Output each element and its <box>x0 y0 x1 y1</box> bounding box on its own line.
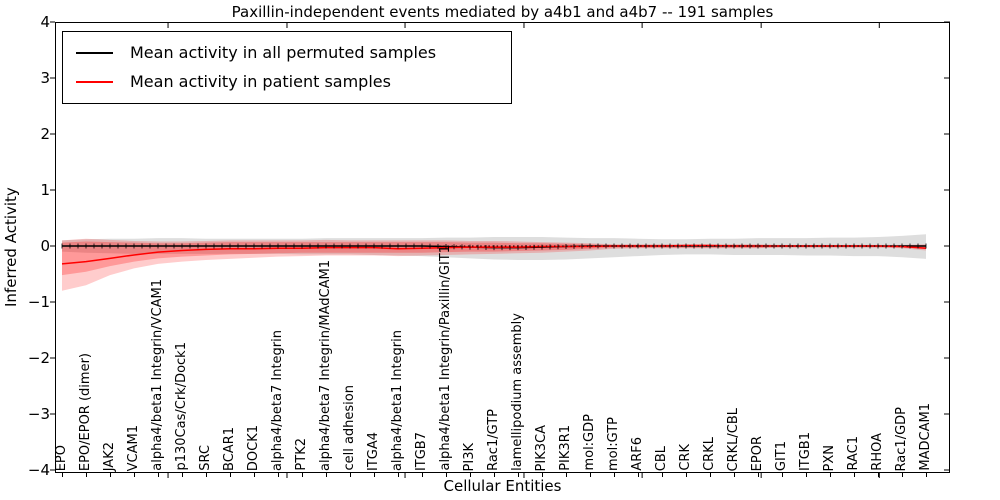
y-tick-label: 3 <box>40 69 50 87</box>
x-tick-label: alpha4/beta1 Integrin/VCAM1 <box>150 279 165 471</box>
entity-tick <box>614 473 615 477</box>
x-tick-label: alpha4/beta1 Integrin <box>390 329 405 471</box>
entity-tick <box>326 473 327 477</box>
entity-tick <box>734 473 735 477</box>
y-tick-label: 1 <box>40 181 50 199</box>
entity-tick <box>158 473 159 477</box>
x-axis-label: Cellular Entities <box>443 477 562 495</box>
x-tick-label: ITGB7 <box>414 431 429 471</box>
legend-entry-permuted: Mean activity in all permuted samples <box>63 38 511 67</box>
chart-canvas <box>50 21 950 478</box>
x-tick-label: CRK <box>678 444 693 471</box>
y-tick-label: 4 <box>40 13 50 31</box>
x-tick-label: lamellipodium assembly <box>510 313 525 471</box>
y-tick-label: −3 <box>27 405 50 423</box>
x-tick-label: PTK2 <box>294 438 309 471</box>
entity-tick <box>62 473 63 477</box>
x-tick-label: alpha4/beta1 Integrin/Paxillin/GIT1 <box>438 245 453 471</box>
y-tick-label: −4 <box>27 461 50 479</box>
x-tick-label: mol:GDP <box>582 414 597 471</box>
x-tick-label: Rac1/GDP <box>894 406 909 471</box>
entity-tick <box>302 473 303 477</box>
x-tick-label: CRKL/CBL <box>726 407 741 472</box>
entity-tick <box>854 473 855 477</box>
entity-tick <box>278 473 279 477</box>
legend: Mean activity in all permuted samples Me… <box>62 31 512 104</box>
entity-tick <box>110 473 111 477</box>
entity-tick <box>422 473 423 477</box>
plot-area <box>50 21 950 478</box>
x-tick-label: CRKL <box>702 437 717 471</box>
entity-tick <box>374 473 375 477</box>
entity-tick <box>86 473 87 477</box>
permuted-line-swatch <box>76 51 113 54</box>
entity-tick <box>806 473 807 477</box>
axes-frame <box>55 22 950 473</box>
x-tick-label: BCAR1 <box>222 427 237 471</box>
x-tick-label: alpha4/beta7 Integrin <box>270 329 285 471</box>
entity-tick <box>542 473 543 477</box>
x-tick-label: ARF6 <box>630 437 645 471</box>
legend-label-patient: Mean activity in patient samples <box>130 72 391 91</box>
x-tick-label: PIK3R1 <box>558 425 573 471</box>
entity-tick <box>134 473 135 477</box>
entity-tick <box>206 473 207 477</box>
x-tick-label: GIT1 <box>774 440 789 471</box>
x-tick-label: mol:GTP <box>606 417 621 471</box>
y-tick-label: 0 <box>40 237 50 255</box>
entity-tick <box>830 473 831 477</box>
entity-tick <box>398 473 399 477</box>
y-tick-label: 2 <box>40 125 50 143</box>
entity-tick <box>590 473 591 477</box>
legend-entry-patient: Mean activity in patient samples <box>63 67 511 96</box>
x-tick-label: SRC <box>198 445 213 471</box>
x-tick-label: RHOA <box>870 433 885 471</box>
entity-tick <box>758 473 759 477</box>
entity-tick <box>926 473 927 477</box>
x-tick-label: RAC1 <box>846 436 861 471</box>
entity-tick <box>494 473 495 477</box>
x-tick-label: alpha4/beta7 Integrin/MAdCAM1 <box>318 260 333 471</box>
x-tick-label: p130Cas/Crk/Dock1 <box>174 342 189 471</box>
entity-tick <box>686 473 687 477</box>
patient-line-swatch <box>76 80 113 83</box>
entity-tick <box>662 473 663 477</box>
y-tick-label: −2 <box>27 349 50 367</box>
x-tick-label: PIK3CA <box>534 424 549 471</box>
patient-std-band-outer <box>62 238 926 291</box>
x-tick-label: Rac1/GTP <box>486 409 501 471</box>
entity-tick <box>902 473 903 477</box>
x-tick-label: JAK2 <box>102 441 117 471</box>
x-tick-label: DOCK1 <box>246 424 261 471</box>
entity-tick <box>350 473 351 477</box>
entity-tick <box>254 473 255 477</box>
x-tick-label: cell adhesion <box>342 385 357 471</box>
entity-tick <box>470 473 471 477</box>
legend-label-permuted: Mean activity in all permuted samples <box>130 43 437 62</box>
entity-tick <box>518 473 519 477</box>
x-tick-label: ITGB1 <box>798 431 813 471</box>
entity-tick <box>710 473 711 477</box>
x-tick-label: EPO <box>54 444 69 471</box>
entity-tick <box>230 473 231 477</box>
entity-tick <box>638 473 639 477</box>
entity-tick <box>878 473 879 477</box>
entity-tick <box>182 473 183 477</box>
entity-tick <box>446 473 447 477</box>
entity-tick <box>782 473 783 477</box>
x-tick-label: EPO/EPOR (dimer) <box>78 352 93 471</box>
x-tick-label: MADCAM1 <box>918 403 933 471</box>
x-tick-label: VCAM1 <box>126 424 141 471</box>
entity-tick <box>566 473 567 477</box>
x-tick-label: ITGA4 <box>366 431 381 471</box>
x-tick-label: EPOR <box>750 435 765 471</box>
x-tick-label: CBL <box>654 445 669 471</box>
chart-title: Paxillin-independent events mediated by … <box>231 3 774 21</box>
patient-std-band-inner <box>62 241 926 276</box>
y-tick-label: −1 <box>27 293 50 311</box>
x-tick-label: PXN <box>822 444 837 471</box>
x-tick-label: PI3K <box>462 442 477 471</box>
